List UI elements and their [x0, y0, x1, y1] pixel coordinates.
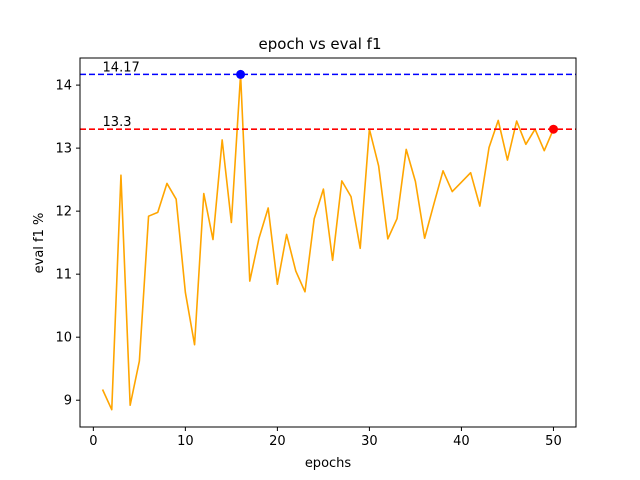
y-tick-label-3: 12	[55, 205, 72, 220]
y-tick-label-2: 11	[55, 268, 72, 283]
plot-area: 14.17 13.3	[79, 57, 577, 428]
series-line-0	[101, 73, 555, 411]
marker-1	[548, 124, 558, 134]
x-tick-label-1: 10	[177, 434, 194, 449]
x-tick-label-5: 50	[545, 434, 562, 449]
x-axis-ticks: 0 10 20 30 40 50	[89, 427, 562, 449]
x-tick-label-3: 30	[361, 434, 378, 449]
y-tick-label-1: 10	[55, 331, 72, 346]
y-tick-label-5: 14	[55, 79, 72, 94]
x-tick-label-4: 40	[453, 434, 470, 449]
axes-frame	[79, 57, 577, 428]
y-axis-label: eval f1 %	[32, 213, 47, 274]
y-tick-label-0: 9	[64, 394, 72, 409]
x-tick-label-0: 0	[89, 434, 97, 449]
x-tick-label-2: 20	[269, 434, 286, 449]
y-tick-label-4: 13	[55, 142, 72, 157]
chart-title: epoch vs eval f1	[259, 35, 382, 53]
y-axis-ticks: 9 10 11 12 13 14	[55, 79, 80, 409]
x-axis-label: epochs	[305, 456, 352, 471]
reference-label-1: 13.3	[103, 115, 132, 130]
marker-0	[236, 69, 246, 79]
reference-label-0: 14.17	[103, 60, 140, 75]
